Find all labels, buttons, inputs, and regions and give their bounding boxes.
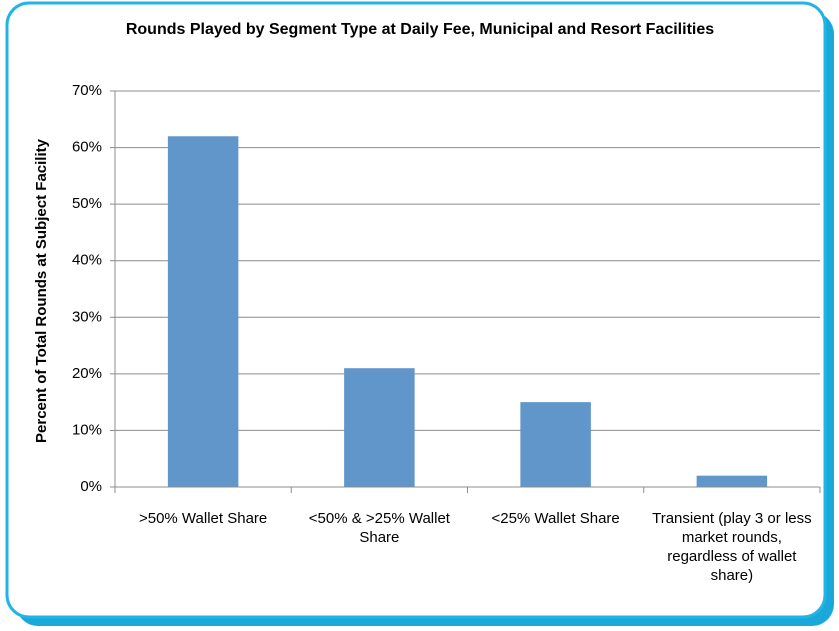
y-tick-label: 30% — [72, 308, 102, 325]
y-axis-label: Percent of Total Rounds at Subject Facil… — [33, 138, 50, 443]
x-tick-label: >50% Wallet Share — [138, 510, 268, 527]
chart-title: Rounds Played by Segment Type at Daily F… — [125, 21, 715, 38]
y-tick-label: 60% — [72, 139, 102, 156]
bar — [167, 136, 239, 487]
bar — [520, 402, 591, 487]
y-tick-label: 20% — [72, 365, 102, 382]
x-tick-label: <50% & >25% Wallet Share — [308, 510, 450, 546]
y-tick-label: 0% — [80, 478, 102, 495]
x-tick-label: <25% Wallet Share — [491, 510, 620, 527]
y-tick-label: 40% — [72, 252, 102, 269]
bar — [344, 368, 415, 487]
y-tick-label: 70% — [72, 82, 102, 99]
y-tick-label: 50% — [72, 195, 102, 212]
bar — [696, 475, 768, 487]
x-tick-label: Transient (play 3 or less market rounds,… — [652, 510, 812, 584]
y-tick-label: 10% — [72, 421, 102, 438]
